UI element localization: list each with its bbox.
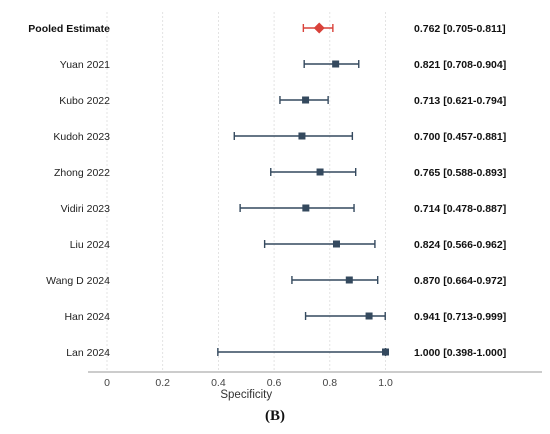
estimate-marker <box>382 348 389 356</box>
study-label: Liu 2024 <box>70 239 110 251</box>
study-label: Wang D 2024 <box>46 275 110 287</box>
x-tick-label: 0.8 <box>322 377 337 389</box>
x-tick-label: 0.6 <box>267 377 282 389</box>
study-label: Zhong 2022 <box>54 167 110 179</box>
x-tick-label: 0 <box>104 377 110 389</box>
x-tick-label: 0.2 <box>155 377 170 389</box>
x-axis: 0 0.2 0.4 0.6 0.8 1.0 <box>88 371 542 389</box>
study-label: Kubo 2022 <box>59 95 110 107</box>
estimate-marker <box>302 96 310 104</box>
estimate-marker <box>316 168 324 176</box>
estimate-marker <box>298 132 306 140</box>
pooled-estimate-marker <box>313 22 325 34</box>
estimate-marker <box>332 60 340 68</box>
ci-text: 0.700 [0.457-0.881] <box>414 131 506 143</box>
ci-text: 0.941 [0.713-0.999] <box>414 311 506 323</box>
ci-text: 0.762 [0.705-0.811] <box>414 23 506 35</box>
ci-text: 0.870 [0.664-0.972] <box>414 275 506 287</box>
estimate-marker <box>302 204 310 212</box>
pooled-label: Pooled Estimate <box>28 23 110 35</box>
study-label: Han 2024 <box>64 311 110 323</box>
study-label: Kudoh 2023 <box>53 131 110 143</box>
x-axis-title: Specificity <box>220 389 272 401</box>
ci-text: 0.765 [0.588-0.893] <box>414 167 506 179</box>
study-label: Yuan 2021 <box>60 59 110 71</box>
x-tick-label: 1.0 <box>378 377 393 389</box>
grid-lines <box>106 12 386 372</box>
estimate-marker <box>345 276 353 284</box>
x-tick-label: 0.4 <box>211 377 226 389</box>
estimate-marker <box>365 312 373 320</box>
study-label: Lan 2024 <box>66 347 110 359</box>
panel-label: (B) <box>265 408 285 424</box>
estimate-marker <box>332 240 340 248</box>
ci-text: 0.824 [0.566-0.962] <box>414 239 506 251</box>
ci-text: 0.821 [0.708-0.904] <box>414 59 506 71</box>
forest-rows: Pooled Estimate 0.762 [0.705-0.811] Yuan 2… <box>28 22 506 359</box>
study-label: Vidiri 2023 <box>61 203 111 215</box>
ci-text: 1.000 [0.398-1.000] <box>414 347 506 359</box>
ci-text: 0.714 [0.478-0.887] <box>414 203 506 215</box>
ci-text: 0.713 [0.621-0.794] <box>414 95 506 107</box>
